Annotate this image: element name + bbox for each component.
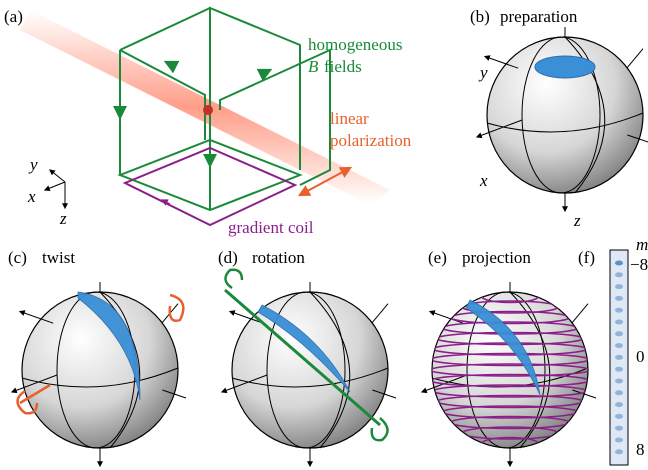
meridian: [509, 291, 551, 449]
sphere: [10, 282, 187, 468]
atom-spot: [615, 390, 623, 396]
meridian: [466, 291, 546, 449]
atom-spot: [615, 343, 623, 349]
laser-label: linear: [330, 109, 369, 128]
panel-title: projection: [462, 248, 531, 267]
spin-distribution: [257, 304, 351, 393]
atom-spot: [615, 295, 623, 301]
atom-spot: [615, 437, 623, 443]
axis: [428, 310, 464, 324]
atom-spot: [615, 331, 623, 337]
atom-spot: [615, 272, 623, 278]
axis: [372, 389, 397, 399]
tick-label: 8: [636, 440, 645, 459]
atom-spot: [615, 449, 623, 455]
coil-ring: [432, 373, 588, 388]
panel-f: m −8 0 8: [609, 235, 648, 466]
sphere: [475, 27, 648, 213]
tick-label: −8: [630, 255, 648, 274]
meridian: [521, 36, 601, 194]
axis: [572, 389, 597, 399]
atom-spot: [615, 378, 623, 384]
axis-label: y: [478, 63, 488, 82]
rotation-arrow: [16, 383, 51, 415]
field-label: homogeneous: [308, 35, 402, 54]
axis-title: m: [636, 235, 648, 254]
panel-title: rotation: [252, 248, 305, 267]
axis-label: z: [59, 209, 67, 228]
rotation-axis: [224, 288, 381, 427]
axis: [475, 119, 523, 139]
equator: [21, 367, 179, 388]
field-label: fields: [324, 57, 362, 76]
atom-spot: [615, 354, 623, 360]
spin-distribution: [534, 55, 596, 79]
equator: [486, 112, 644, 133]
field-label: B: [308, 57, 319, 76]
coil-ring: [432, 352, 588, 367]
atoms: [203, 105, 213, 115]
axis-label: z: [573, 211, 581, 230]
atom-spot: [615, 413, 623, 419]
axis: [228, 310, 264, 324]
axis: [162, 389, 187, 399]
sphere: [220, 268, 397, 468]
coil-arrow: [160, 199, 171, 206]
rotation-arrow: [168, 293, 185, 322]
panel-title: preparation: [500, 7, 578, 26]
axes-a: [43, 169, 68, 210]
panel-title: twist: [42, 248, 75, 267]
meridian: [564, 36, 606, 194]
panel-a: (a) homogeneous B fields linear polariza…: [4, 6, 412, 237]
coil-ring: [432, 363, 588, 377]
atom-spot: [615, 425, 623, 431]
spin-distribution: [77, 291, 141, 401]
axis: [627, 134, 648, 143]
atom-spot: [615, 307, 623, 313]
atom-spot: [615, 366, 623, 372]
spin-distribution: [465, 299, 541, 396]
atom-spot: [615, 402, 623, 408]
atom-spot: [615, 319, 623, 325]
panel-label: (e): [428, 248, 447, 267]
laser-label: polarization: [330, 131, 412, 150]
axis: [18, 310, 54, 324]
tick-label: 0: [636, 347, 645, 366]
panel-label: (f): [578, 248, 595, 267]
panel-label: (c): [8, 248, 27, 267]
axis: [483, 55, 519, 69]
atom-spot: [615, 284, 623, 290]
axis-label: x: [27, 187, 36, 206]
sphere: [420, 282, 597, 468]
axis-label: y: [28, 155, 38, 174]
equator: [231, 367, 389, 388]
atom-spot: [615, 260, 623, 266]
coil-label: gradient coil: [228, 218, 314, 237]
panel-label: (a): [4, 7, 23, 26]
axis: [10, 374, 58, 394]
panel-label: (d): [218, 248, 238, 267]
panel-label: (b): [470, 7, 490, 26]
rotation-arrow: [224, 268, 244, 290]
axis-label: x: [479, 171, 488, 190]
meridian: [266, 291, 346, 449]
axis: [220, 374, 268, 394]
gradient-coil: [122, 146, 298, 227]
meridian: [309, 291, 351, 449]
rotation-arrow: [370, 417, 389, 442]
polarization-arrow: [297, 166, 353, 197]
